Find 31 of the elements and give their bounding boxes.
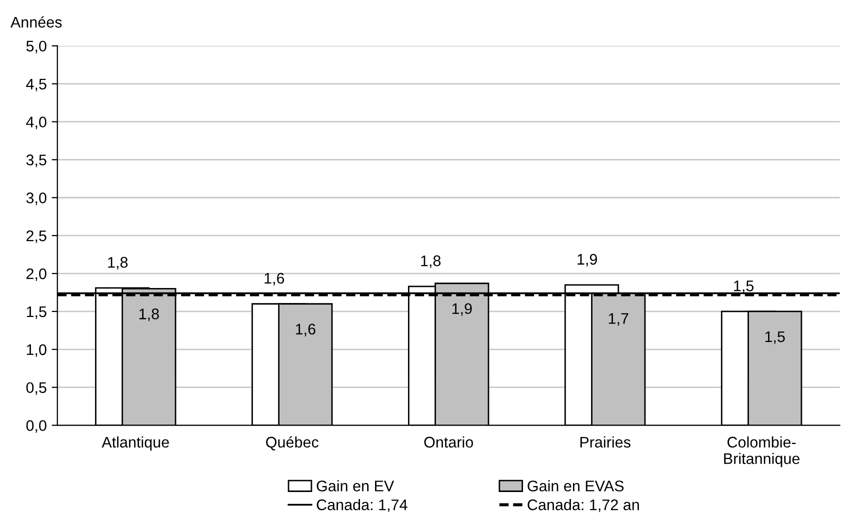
y-tick-label: 3,0 — [26, 192, 46, 206]
y-tick-label: 1,5 — [26, 306, 46, 319]
data-label: 1,5 — [734, 280, 754, 294]
y-tick-label: 2,0 — [26, 268, 46, 282]
data-label: 1,6 — [296, 324, 316, 336]
data-label: 1,9 — [578, 254, 597, 267]
legend-label: Gain en EV — [316, 480, 394, 492]
data-label: 1,9 — [452, 303, 472, 316]
y-tick-label: 0,0 — [26, 420, 46, 433]
data-label: 1,8 — [139, 308, 159, 322]
y-tick-label: 2,5 — [26, 230, 46, 244]
data-label: 1,5 — [765, 331, 785, 344]
data-label: 1,6 — [264, 272, 284, 286]
x-tick-label: Prairies — [580, 436, 630, 448]
x-tick-label: Colombie- Britannique — [724, 436, 800, 468]
y-tick-label: 3,5 — [26, 154, 46, 168]
x-tick-label: Québec — [266, 436, 318, 450]
y-tick-label: 5,0 — [26, 40, 46, 54]
x-tick-label: Ontario — [424, 436, 473, 448]
x-tick-label: Atlantique — [102, 436, 169, 451]
data-label: 1,7 — [608, 313, 628, 326]
legend-label: Gain en EVAS — [528, 480, 624, 492]
y-tick-label: 4,0 — [26, 116, 46, 130]
legend-label: Canada: 1,72 an — [528, 499, 639, 512]
data-label: 1,8 — [108, 256, 128, 270]
data-label: 1,8 — [421, 255, 441, 268]
legend-label: Canada: 1,74 — [316, 499, 408, 512]
y-tick-label: 4,5 — [26, 78, 46, 92]
y-axis-title: Années — [10, 16, 62, 28]
y-tick-label: 1,0 — [26, 344, 46, 357]
y-tick-label: 0,5 — [26, 382, 46, 395]
